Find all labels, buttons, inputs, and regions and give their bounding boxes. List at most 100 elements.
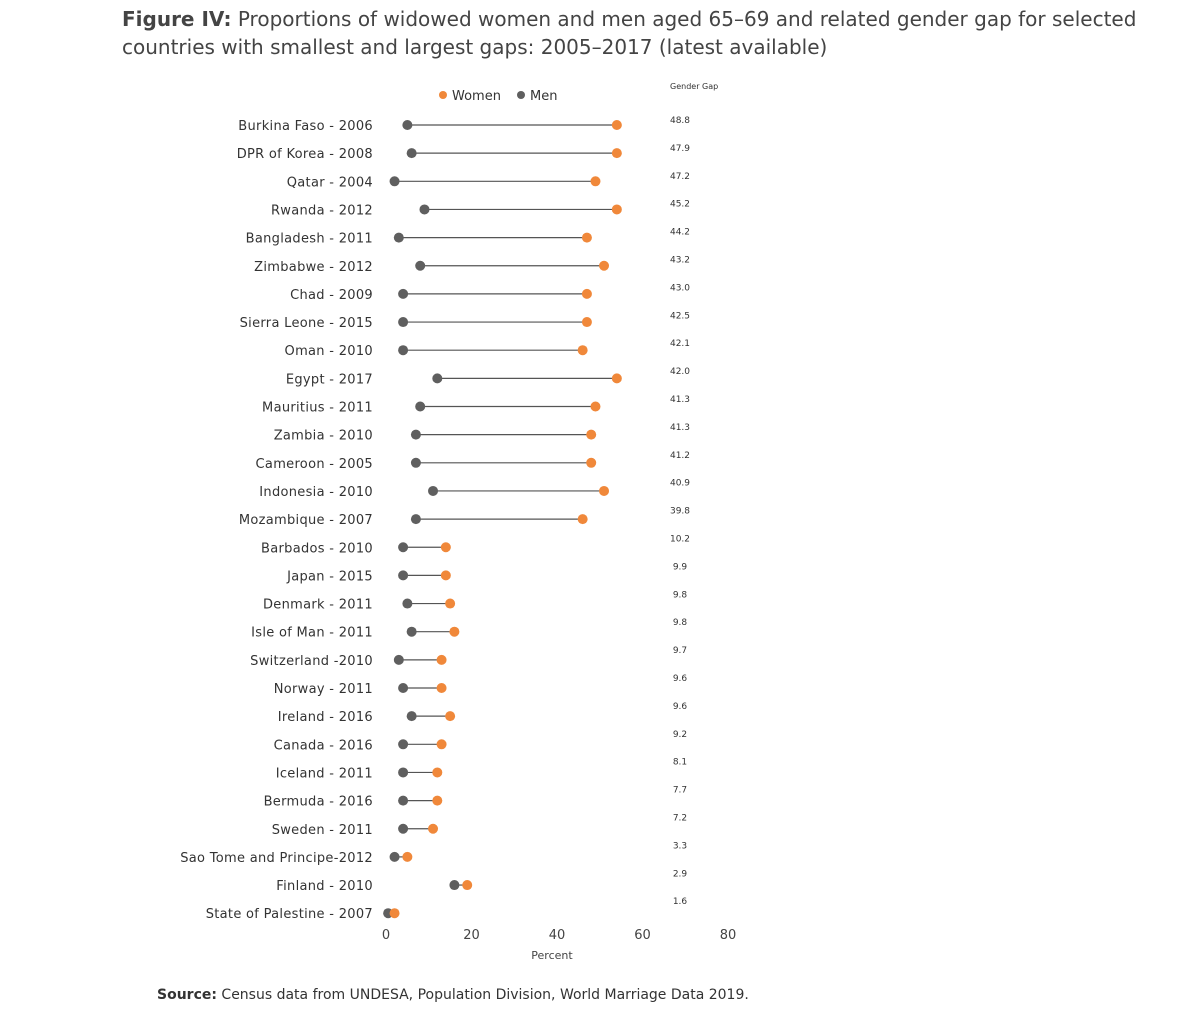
chart-row: Canada - 2016 9.2 [274,730,688,754]
source-text: Census data from UNDESA, Population Divi… [221,987,749,1003]
chart-row: Sweden - 2011 7.2 [272,814,687,838]
men-point [406,711,417,722]
women-point [611,373,622,384]
chart-row: Chad - 2009 43.0 [290,283,690,303]
chart-row: Barbados - 2010 10.2 [261,535,690,557]
gap-value: 9.9 [673,562,688,572]
chart-row: Indonesia - 2010 40.9 [259,479,690,500]
row-label: Mozambique - 2007 [239,513,373,528]
women-point [432,795,443,806]
men-point [419,204,430,215]
women-point [590,176,601,187]
gap-value: 42.1 [670,339,690,349]
chart-row: Isle of Man - 2011 9.8 [251,618,687,641]
figure-title-prefix: Figure IV: [122,7,232,31]
row-label: Cameroon - 2005 [256,457,373,472]
chart-rows: Burkina Faso - 2006 48.8 DPR of Korea - 20… [180,116,690,922]
legend-men-marker [517,91,525,99]
x-axis-label: Percent [531,949,573,962]
row-label: DPR of Korea - 2008 [237,147,373,162]
women-point [432,767,443,778]
gap-value: 9.8 [673,618,688,628]
gap-value: 2.9 [673,869,688,879]
gap-value: 42.0 [670,367,690,377]
row-label: Egypt - 2017 [286,372,373,387]
row-label: Chad - 2009 [290,288,373,303]
chart-row: Bangladesh - 2011 44.2 [246,228,690,247]
women-point [581,317,592,328]
men-point [393,654,404,665]
men-point [398,683,409,693]
gap-value: 47.9 [670,144,690,154]
chart-legend: Women Men [439,89,557,104]
chart-row: Japan - 2015 9.9 [286,562,687,584]
chart-row: Zambia - 2010 41.3 [274,423,690,444]
men-point [398,795,409,806]
men-point [415,401,426,412]
row-label: Norway - 2011 [274,682,373,697]
women-point [428,823,439,834]
gap-value: 9.6 [673,702,688,712]
chart-row: Ireland - 2016 9.6 [278,702,688,725]
chart-row: Iceland - 2011 8.1 [276,758,687,782]
women-point [586,429,597,440]
row-label: Isle of Man - 2011 [251,626,373,641]
men-point [398,317,409,328]
chart-row: Egypt - 2017 42.0 [286,367,690,387]
men-point [406,148,417,159]
row-label: Sao Tome and Principe-2012 [180,851,373,866]
men-point [393,232,404,243]
gap-value: 39.8 [670,507,690,517]
women-point [436,683,447,693]
women-point [440,542,451,553]
row-label: Qatar - 2004 [287,175,373,190]
x-tick-label: 0 [382,928,390,943]
figure-title: Figure IV: Proportions of widowed women … [122,5,1162,61]
men-point [398,345,409,356]
men-point [415,260,426,271]
row-label: Mauritius - 2011 [262,401,373,416]
gender-gap-header: Gender Gap [670,82,718,91]
women-point [436,654,447,665]
row-label: Indonesia - 2010 [259,485,373,500]
legend-women-marker [439,91,447,99]
row-label: Barbados - 2010 [261,541,373,556]
chart-row: Switzerland -2010 9.7 [250,646,687,669]
men-point [428,485,439,496]
men-point [398,739,409,750]
men-point [398,767,409,778]
gap-value: 10.2 [670,535,690,545]
gap-value: 41.3 [670,423,690,433]
women-point [611,204,622,215]
women-point [436,739,447,750]
men-point [389,176,400,187]
men-point [406,626,417,637]
chart-row: Oman - 2010 42.1 [285,339,690,359]
row-label: Denmark - 2011 [263,598,373,613]
women-point [611,120,622,130]
chart-row: State of Palestine - 2007 1.6 [206,897,688,922]
women-point [389,908,400,919]
women-point [577,345,588,356]
row-label: Bermuda - 2016 [264,795,373,810]
gap-value: 43.2 [670,256,690,266]
gap-value: 1.6 [673,897,688,907]
x-tick-label: 20 [463,928,480,943]
row-label: Canada - 2016 [274,738,373,753]
chart-row: DPR of Korea - 2008 47.9 [237,144,691,162]
men-point [410,457,421,468]
women-point [445,598,456,609]
men-point [398,823,409,834]
source-note: Source: Census data from UNDESA, Populat… [157,987,749,1003]
row-label: Burkina Faso - 2006 [238,119,373,134]
chart-row: Qatar - 2004 47.2 [287,172,690,191]
women-point [402,851,413,862]
chart-row: Finland - 2010 2.9 [276,869,687,894]
men-point [398,542,409,553]
legend-women-label: Women [452,89,501,104]
women-point [440,570,451,581]
row-label: Zimbabwe - 2012 [254,260,373,275]
gap-value: 41.3 [670,395,690,405]
figure-title-text: Proportions of widowed women and men age… [122,7,1137,59]
